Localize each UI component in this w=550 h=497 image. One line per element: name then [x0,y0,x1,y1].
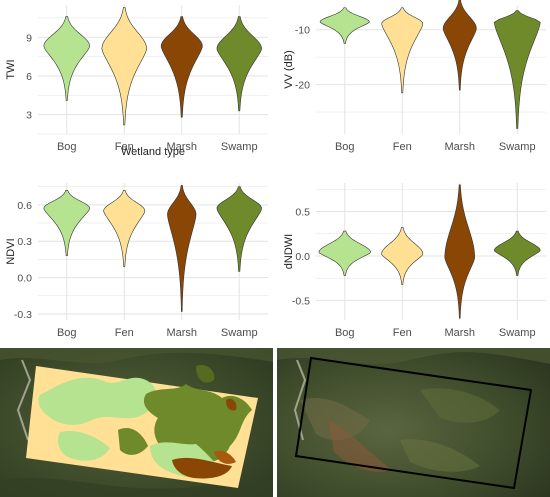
road-texture [293,359,307,441]
violin-swamp [216,186,262,272]
x-tick-label: Swamp [499,141,536,153]
satellite-study-area-map [277,348,550,497]
x-tick-label: Fen [115,141,134,153]
classified-area-marsh [214,450,236,464]
satellite-texture [400,439,480,472]
violin-marsh [442,0,477,91]
x-tick-label: Bog [335,327,355,339]
vv-violin-panel: -10 -20 Bog Fen Marsh Swamp VV (dB) [283,0,546,153]
y-tick-label: 0.5 [295,206,310,218]
y-tick-label: 0.0 [295,251,310,263]
violin-fen [101,7,147,126]
y-tick-label: -10 [295,25,310,37]
classified-area-bog [118,380,150,400]
violin-marsh [160,16,203,118]
x-tick-label: Fen [393,327,412,339]
violin-marsh [167,185,197,312]
x-tick-label: Marsh [444,327,475,339]
y-tick-label: 9 [26,32,32,44]
satellite-texture [277,348,550,364]
x-tick-label: Bog [57,141,77,153]
classified-area-marsh [172,457,232,479]
y-tick-label: -0.3 [14,309,32,321]
satellite-texture [0,348,273,364]
vv-y-axis-title: VV (dB) [283,50,295,89]
y-tick-label: -0.5 [292,295,310,307]
violin-bog [319,7,370,44]
violin-marsh [444,184,475,319]
violin-fen [381,227,424,285]
dndwi-violin-panel: 0.5 0.0 -0.5 Bog Fen Marsh Swamp dNDWI [283,183,546,339]
violin-bog [43,16,91,101]
dndwi-y-axis-title: dNDWI [283,234,295,269]
violin-bog [318,230,371,276]
classified-area-swamp [118,427,148,455]
x-tick-label: Marsh [166,141,197,153]
x-tick-label: Swamp [221,327,258,339]
y-tick-label: 6 [26,71,32,83]
y-tick-label: 0.3 [17,236,32,248]
satellite-texture [300,398,370,441]
classified-area-marsh [226,398,237,411]
twi-y-axis-title: TWI [5,59,17,79]
ndvi-violin-panel: 0.6 0.3 0.0 -0.3 Bog Fen Marsh Swamp NDVI [5,183,268,339]
violin-swamp [494,230,541,276]
y-tick-label: -20 [295,80,310,92]
violin-fen [381,7,424,94]
classified-area-bog [58,430,110,461]
classified-wetland-map [0,348,273,497]
violin-bog [43,189,91,257]
x-tick-label: Swamp [221,141,258,153]
x-tick-label: Fen [115,327,134,339]
y-tick-label: 0.6 [17,200,32,212]
study-area-outline [294,356,533,490]
violin-swamp [493,10,541,129]
x-tick-label: Swamp [499,327,536,339]
x-tick-label: Marsh [444,141,475,153]
satellite-texture [0,477,273,497]
x-tick-label: Bog [57,327,77,339]
x-tick-label: Fen [393,141,412,153]
y-tick-label: 3 [26,110,32,122]
x-tick-label: Marsh [166,327,197,339]
violin-swamp [216,16,262,112]
classified-area-swamp [196,364,215,383]
satellite-texture [328,420,392,472]
satellite-texture [420,388,500,423]
twi-x-axis-title: Wetland type [121,146,185,158]
x-tick-label: Bog [335,141,355,153]
road-texture [16,359,32,441]
y-tick-label: 0.0 [17,273,32,285]
ndvi-y-axis-title: NDVI [5,238,17,264]
twi-violin-panel: 3 6 9 Bog Fen Marsh Swamp TWI Wetland type [5,5,268,158]
violin-fen [103,189,146,267]
